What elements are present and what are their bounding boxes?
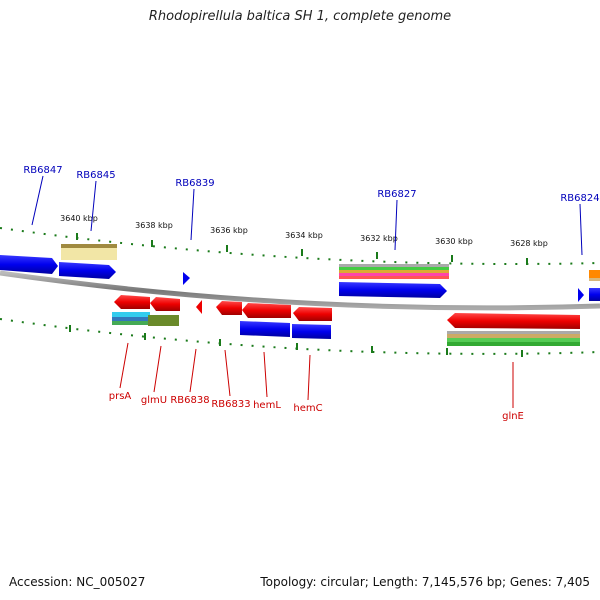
gene-label-rb6833[interactable]: RB6833 xyxy=(211,399,250,410)
gene-label-rb6839[interactable]: RB6839 xyxy=(175,178,214,189)
feature-rb6845-block xyxy=(61,248,117,260)
feature-rb6845-band xyxy=(61,244,117,248)
feature-rb6824-orange xyxy=(589,270,600,278)
gene-arrow-rb6824-small[interactable] xyxy=(578,288,584,302)
ruler-label: 3640 kbp xyxy=(60,214,98,223)
feature-rb6827-stack xyxy=(339,264,449,279)
gene-label-rb6845[interactable]: RB6845 xyxy=(76,170,115,181)
gene-arrow-prsa[interactable] xyxy=(114,295,150,309)
gene-label-glmu[interactable]: glmU xyxy=(141,395,167,406)
leader-hemc xyxy=(307,354,311,401)
cds-hemc[interactable] xyxy=(292,324,331,339)
gene-label-rb6847[interactable]: RB6847 xyxy=(23,165,62,176)
gene-arrow-heml[interactable] xyxy=(242,303,291,318)
ruler-major-ticks xyxy=(76,233,528,265)
ruler-label: 3636 kbp xyxy=(210,226,248,235)
map-title: Rhodopirellula baltica SH 1, complete ge… xyxy=(148,9,452,24)
ruler-arc-outer xyxy=(0,227,600,265)
gene-label-hemc[interactable]: hemC xyxy=(293,403,322,414)
gene-label-rb6838[interactable]: RB6838 xyxy=(170,395,209,406)
ruler-label: 3630 kbp xyxy=(435,237,473,246)
feature-rb6824-tan xyxy=(589,278,600,281)
ruler-arc-inner xyxy=(0,318,600,355)
gene-arrow-rb6845[interactable] xyxy=(59,262,116,279)
gene-label-heml[interactable]: hemL xyxy=(253,400,281,411)
gene-label-rb6827[interactable]: RB6827 xyxy=(377,189,416,200)
gene-arrow-rb6839[interactable] xyxy=(183,272,190,285)
gene-arrow-rb6838[interactable] xyxy=(196,300,202,314)
leader-rb6839 xyxy=(190,188,195,241)
gene-arrow-rb6847[interactable] xyxy=(0,255,58,274)
leader-rb6838 xyxy=(189,348,197,393)
ruler-label: 3634 kbp xyxy=(285,231,323,240)
gene-arrow-rb6824[interactable] xyxy=(589,288,600,301)
leader-glmu xyxy=(153,345,162,393)
gene-arrow-rb6833[interactable] xyxy=(216,301,242,315)
leader-rb6847 xyxy=(31,175,44,226)
ruler-label: 3628 kbp xyxy=(510,239,548,248)
genome-summary-text: Topology: circular; Length: 7,145,576 bp… xyxy=(260,575,590,589)
leader-heml xyxy=(263,351,268,398)
feature-glmu-domains xyxy=(112,312,179,326)
leader-rb6833 xyxy=(224,349,231,397)
gene-label-rb6824[interactable]: RB6824 xyxy=(560,193,599,204)
gene-arrow-glmu[interactable] xyxy=(150,297,180,311)
gene-label-glne[interactable]: glnE xyxy=(502,411,524,422)
cds-heml[interactable] xyxy=(240,321,290,337)
leader-rb6845 xyxy=(90,180,97,232)
ruler-label: 3632 kbp xyxy=(360,234,398,243)
gene-arrow-rb6827[interactable] xyxy=(339,282,447,298)
feature-glne-domains xyxy=(447,331,580,346)
gene-label-prsa[interactable]: prsA xyxy=(109,391,132,402)
leader-prsa xyxy=(119,342,129,389)
gene-arrow-hemc[interactable] xyxy=(293,307,332,321)
genome-backbone xyxy=(0,270,600,311)
ruler-label: 3638 kbp xyxy=(135,221,173,230)
accession-text: Accession: NC_005027 xyxy=(9,575,146,589)
leader-rb6824 xyxy=(579,203,583,256)
gene-arrow-glne[interactable] xyxy=(447,313,580,329)
leader-rb6827 xyxy=(394,199,398,251)
ruler-inner-ticks xyxy=(69,325,523,357)
